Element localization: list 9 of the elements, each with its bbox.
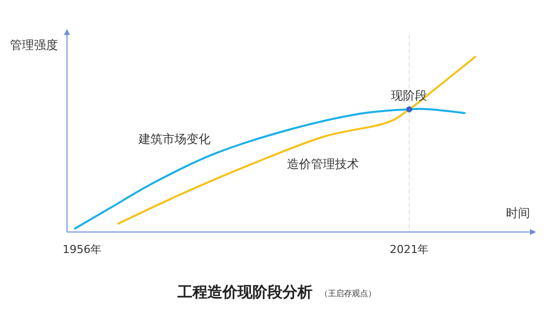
y-axis-title: 管理强度 — [10, 38, 58, 52]
series-label: 建筑市场变化 — [137, 132, 210, 146]
text: 工程造价现阶段分析 — [176, 283, 312, 301]
x-tick-label: 1956年 — [62, 243, 102, 256]
x-tick-label: 2021年 — [390, 243, 429, 256]
x-axis-title: 时间 — [506, 206, 530, 220]
annotation: 现阶段 — [391, 88, 428, 102]
text: （王启存观点） — [320, 289, 376, 298]
series-label: 造价管理技术 — [287, 156, 360, 171]
